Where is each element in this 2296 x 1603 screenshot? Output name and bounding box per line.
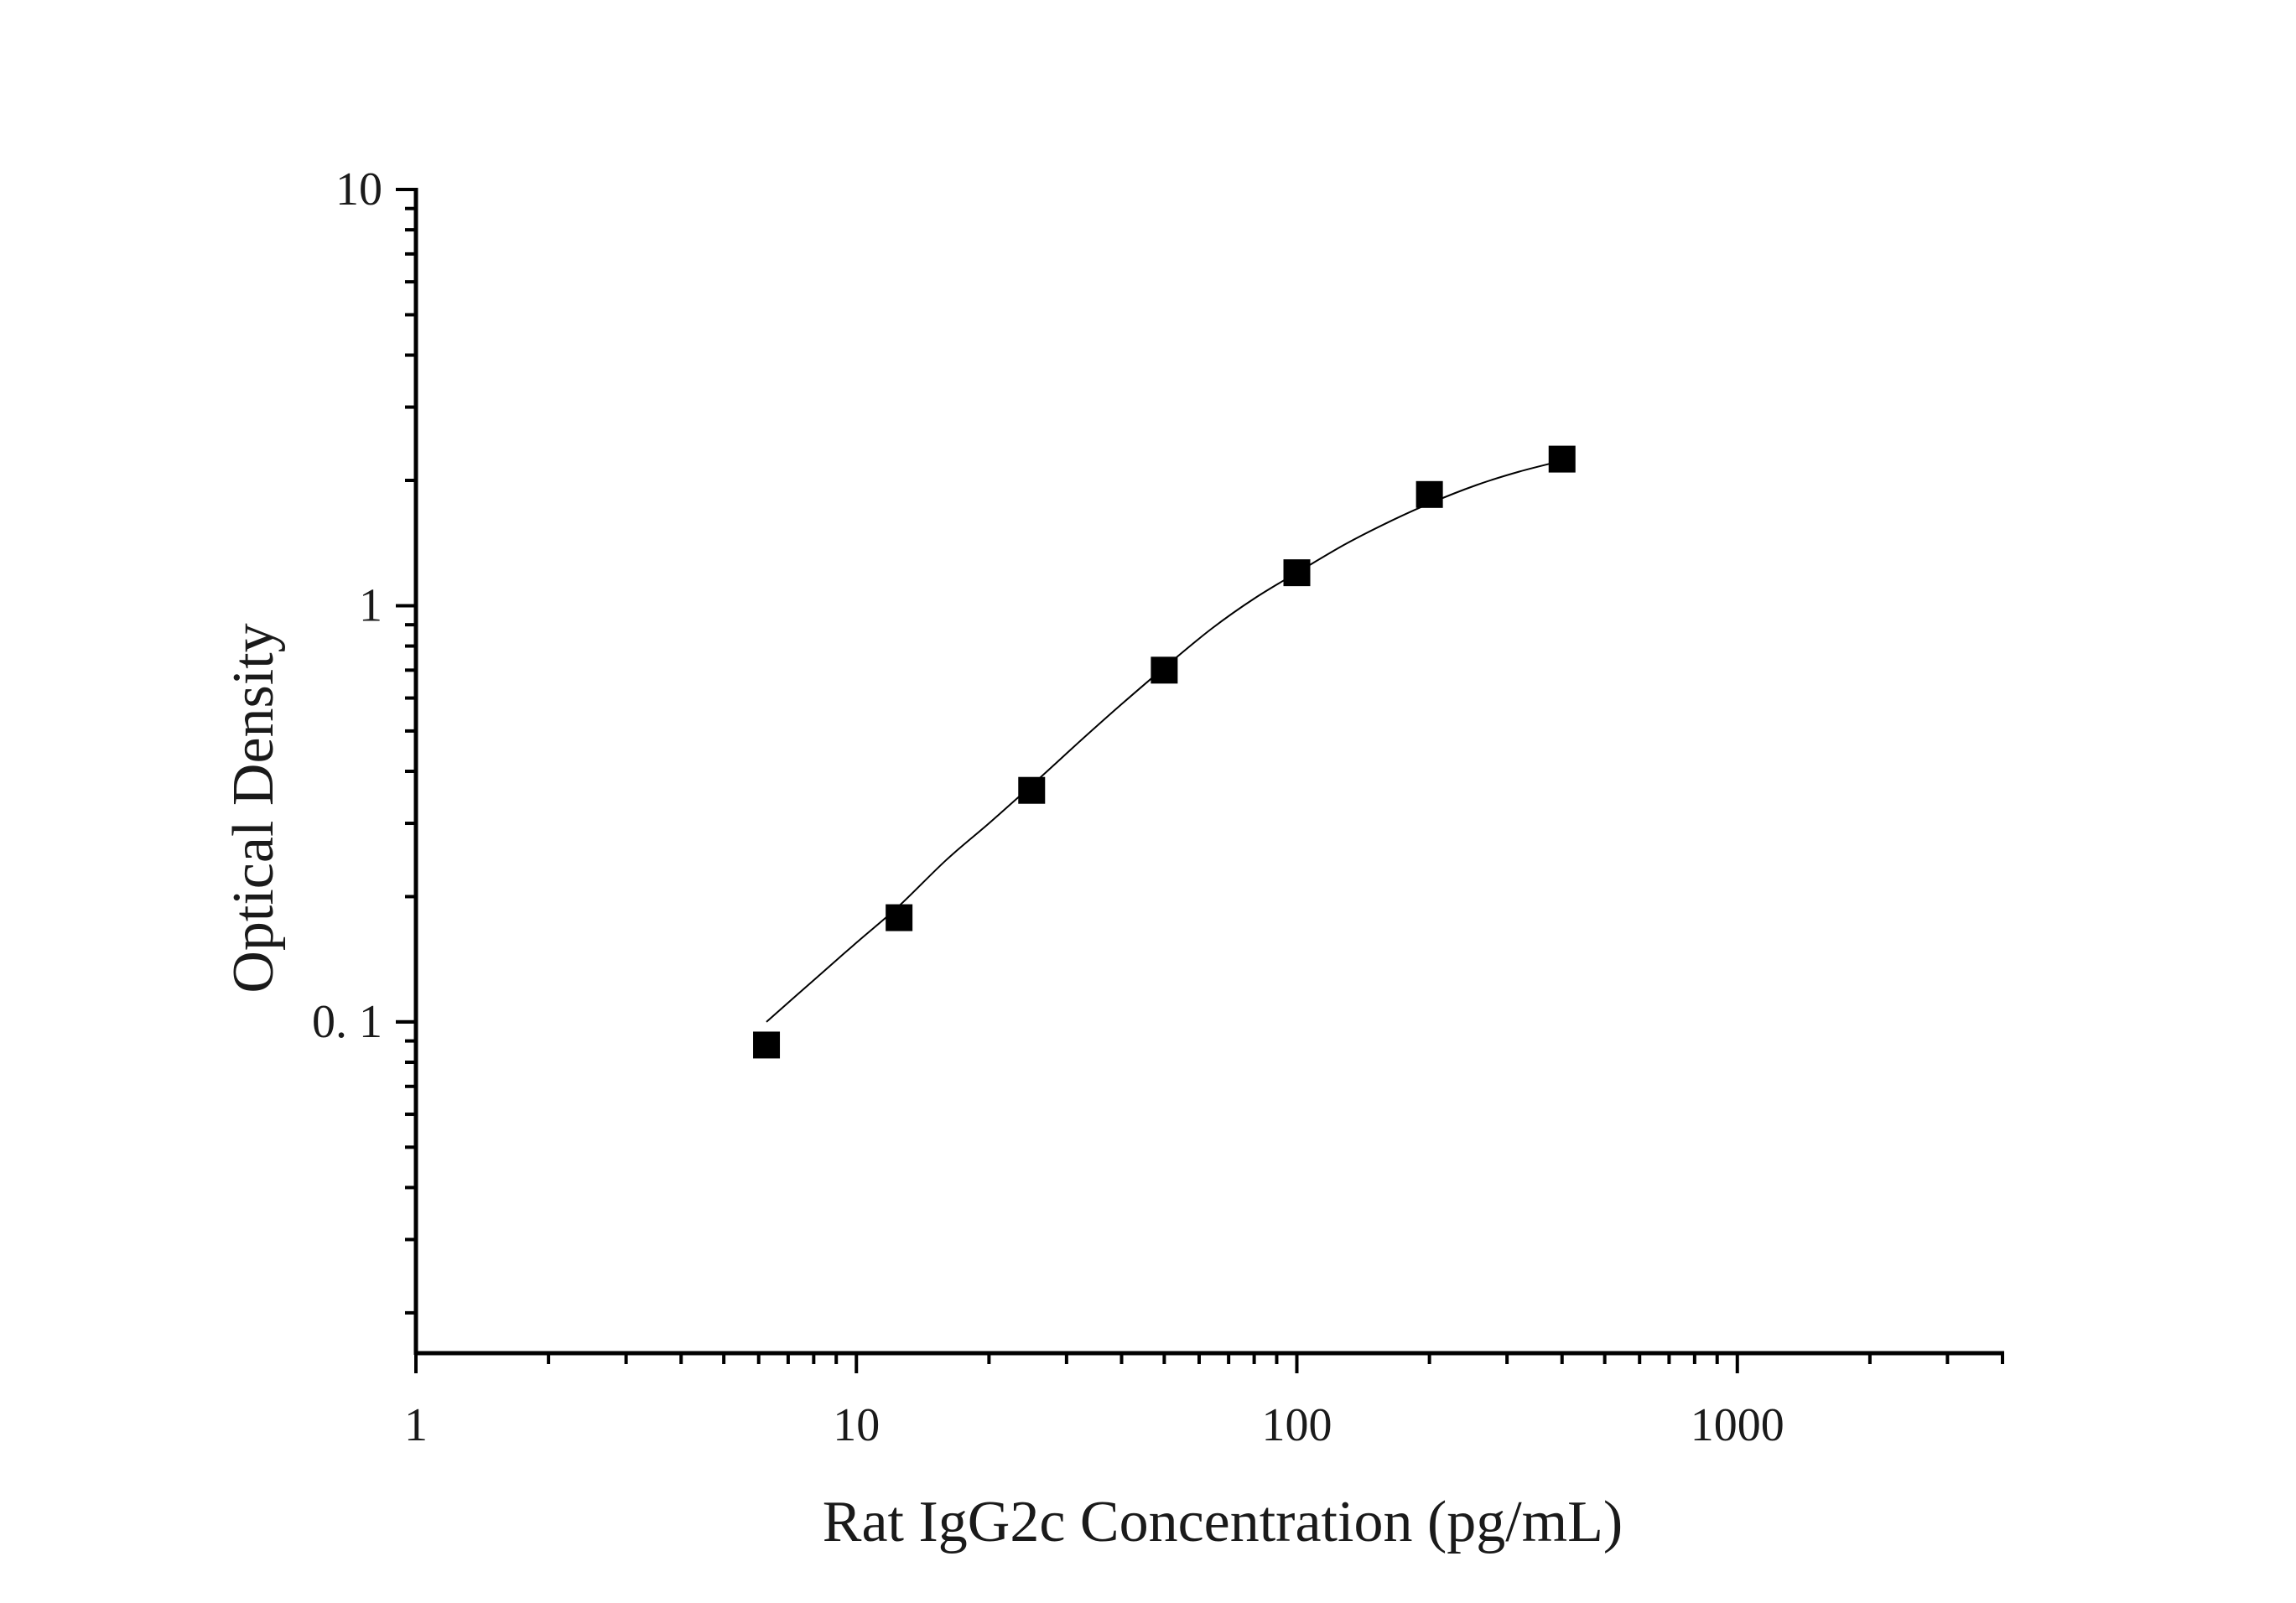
data-point [1548,445,1576,473]
fit-curve [766,459,1562,1023]
x-tick-label: 100 [1262,1399,1332,1451]
data-point [886,904,913,931]
data-point [1283,559,1311,587]
fit-curve-group [766,459,1562,1023]
axis-ticks [396,188,2004,1373]
y-tick-label: 0. 1 [312,996,382,1048]
axes [413,188,2004,1356]
data-point [1151,656,1178,684]
y-axis-title: Optical Density [221,623,286,993]
data-points [753,445,1576,1059]
y-tick-label: 1 [359,579,382,631]
x-axis-title: Rat IgG2c Concentration (pg/mL) [823,1490,1623,1554]
x-tick-label: 10 [833,1399,880,1451]
data-point [1416,480,1443,508]
x-tick-label: 1 [404,1399,428,1451]
data-point [753,1031,781,1059]
data-point [1018,776,1046,804]
tick-labels: 1 10 100 1000 10 1 0. 1 [312,163,1784,1451]
y-tick-label: 10 [335,163,382,215]
x-tick-label: 1000 [1691,1399,1784,1451]
